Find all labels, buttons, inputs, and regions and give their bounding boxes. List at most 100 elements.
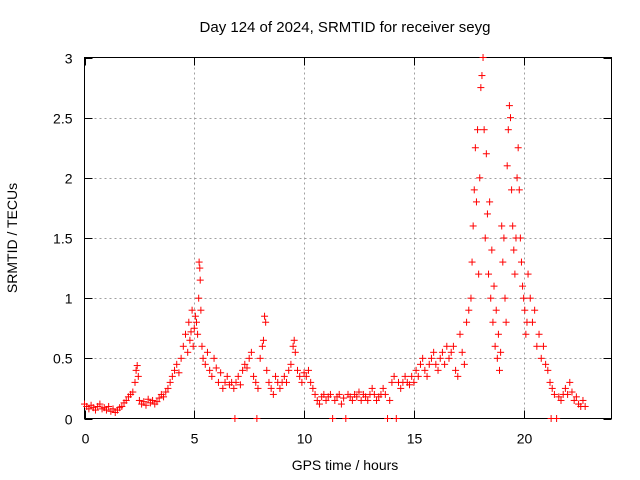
data-point <box>386 396 394 404</box>
data-point <box>364 396 372 404</box>
data-point <box>416 360 424 368</box>
data-point <box>206 366 214 374</box>
data-point <box>494 330 502 338</box>
x-tick-label: 0 <box>82 431 90 447</box>
data-point <box>322 396 330 404</box>
data-point <box>447 348 455 356</box>
data-point <box>221 378 229 386</box>
data-point <box>122 396 130 404</box>
data-point <box>568 388 576 396</box>
data-point <box>458 348 466 356</box>
data-point <box>203 348 211 356</box>
data-point <box>408 372 416 380</box>
data-point <box>513 174 521 182</box>
data-point <box>259 336 267 344</box>
data-point <box>476 174 484 182</box>
data-point <box>212 364 220 372</box>
data-point <box>315 400 323 408</box>
data-point <box>397 384 405 392</box>
data-point <box>326 390 334 398</box>
data-point <box>566 378 574 386</box>
data-point <box>231 415 239 422</box>
data-point <box>239 366 247 374</box>
data-point <box>581 402 589 410</box>
data-point <box>362 393 370 401</box>
data-point <box>469 222 477 230</box>
data-point <box>514 144 522 152</box>
data-point <box>388 378 396 386</box>
data-point <box>199 354 207 362</box>
data-point <box>557 396 565 404</box>
data-point <box>118 402 126 410</box>
data-point <box>346 393 354 401</box>
data-point <box>208 372 216 380</box>
data-point <box>579 396 587 404</box>
data-point <box>477 84 485 92</box>
data-point <box>468 258 476 266</box>
data-point <box>392 415 400 422</box>
data-point <box>269 390 277 398</box>
data-point <box>256 354 264 362</box>
data-point <box>553 415 561 422</box>
data-point <box>283 378 291 386</box>
data-point <box>522 330 530 338</box>
data-point <box>531 306 539 314</box>
data-point <box>219 384 227 392</box>
data-point <box>320 390 328 398</box>
data-point <box>140 398 148 406</box>
data-point <box>425 360 433 368</box>
data-point <box>370 390 378 398</box>
data-point <box>508 186 516 194</box>
data-point <box>423 372 431 380</box>
data-point <box>265 378 273 386</box>
data-point <box>189 342 197 350</box>
data-point <box>544 366 552 374</box>
data-point <box>241 360 249 368</box>
data-point <box>340 394 348 402</box>
data-point <box>485 270 493 278</box>
data-point <box>223 372 231 380</box>
data-point <box>519 282 527 290</box>
data-point <box>348 396 356 404</box>
data-point <box>401 372 409 380</box>
data-point <box>486 198 494 206</box>
data-point <box>516 234 524 242</box>
data-point <box>236 381 244 389</box>
data-point <box>91 406 99 414</box>
x-tick-label: 10 <box>297 431 313 447</box>
data-point <box>337 400 345 408</box>
data-point <box>187 328 195 336</box>
data-point <box>535 330 543 338</box>
data-point <box>510 246 518 254</box>
data-point <box>474 126 482 134</box>
data-point <box>454 372 462 380</box>
data-point <box>533 342 541 350</box>
data-point <box>506 114 514 122</box>
data-point <box>261 312 269 320</box>
data-point <box>177 354 185 362</box>
data-point <box>526 294 534 302</box>
data-point <box>505 102 513 110</box>
data-point <box>188 306 196 314</box>
data-point <box>357 396 365 404</box>
data-point <box>105 402 113 410</box>
data-point <box>195 258 203 266</box>
data-point <box>247 348 255 356</box>
y-tick-label: 0 <box>65 412 73 428</box>
data-point <box>570 396 578 404</box>
data-point <box>201 360 209 368</box>
data-point <box>449 342 457 350</box>
data-point <box>250 372 258 380</box>
data-point <box>164 384 172 392</box>
data-point <box>472 198 480 206</box>
data-point <box>289 342 297 350</box>
data-point <box>463 318 471 326</box>
data-point <box>298 378 306 386</box>
data-point <box>198 342 206 350</box>
data-point <box>539 342 547 350</box>
data-point <box>488 246 496 254</box>
data-point <box>190 324 198 332</box>
data-point <box>313 396 321 404</box>
data-point <box>443 342 451 350</box>
